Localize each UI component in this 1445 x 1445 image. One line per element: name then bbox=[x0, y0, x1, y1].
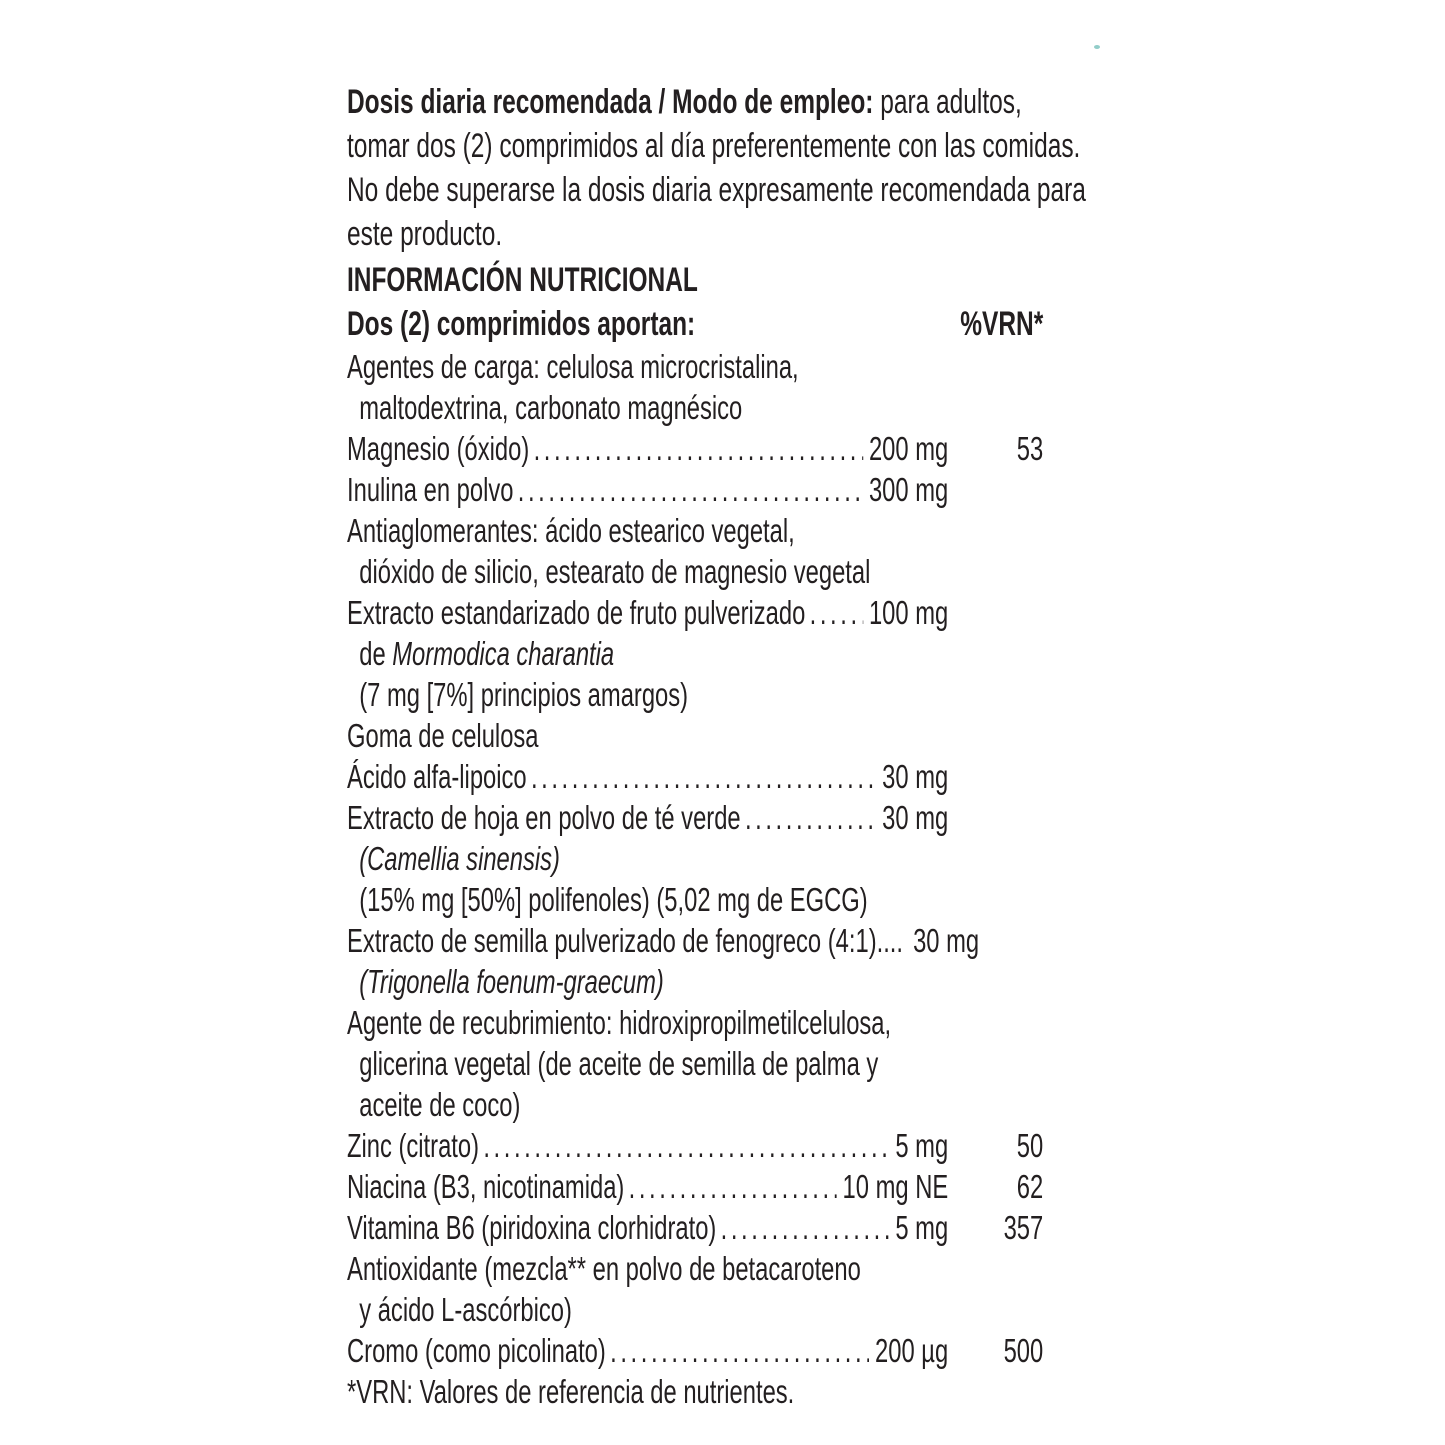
nutrient-label: Antioxidante (mezcla** en polvo de betac… bbox=[347, 1250, 861, 1287]
nutrient-row: Extracto de hoja en polvo de té verde...… bbox=[347, 797, 1043, 838]
nutrient-label: Cromo (como picolinato) bbox=[347, 1332, 606, 1369]
nutrient-amount: 200 µg bbox=[875, 1332, 949, 1369]
nutrient-label: de Mormodica charantia bbox=[359, 635, 615, 672]
nutrient-amount: 5 mg bbox=[895, 1127, 949, 1164]
nutrient-label: Zinc (citrato) bbox=[347, 1127, 480, 1164]
nutrient-row: Agentes de carga: celulosa microcristali… bbox=[347, 346, 1043, 387]
nutrient-row: y ácido L-ascórbico) bbox=[347, 1289, 1043, 1330]
nutrient-label: (Camellia sinensis) bbox=[359, 840, 560, 877]
nutrient-label: Antiaglomerantes: ácido estearico vegeta… bbox=[347, 512, 795, 549]
nutrient-label: Niacina (B3, nicotinamida) bbox=[347, 1168, 625, 1205]
leader-dots: ........................................… bbox=[517, 471, 863, 508]
leader-dots: ........................................… bbox=[610, 1332, 869, 1369]
nutrient-row: (7 mg [7%] principios amargos) bbox=[347, 674, 1043, 715]
nutrient-row: Antiaglomerantes: ácido estearico vegeta… bbox=[347, 510, 1043, 551]
nutrient-row: Zinc (citrato)..........................… bbox=[347, 1125, 1043, 1166]
serving-label: Dos (2) comprimidos aportan: bbox=[347, 305, 696, 343]
leader-dots: ........................................… bbox=[628, 1168, 837, 1205]
nutrient-row: Magnesio (óxido)........................… bbox=[347, 428, 1043, 469]
nutrient-label: maltodextrina, carbonato magnésico bbox=[359, 389, 743, 426]
leader-dots: ........................................… bbox=[720, 1209, 890, 1246]
nutrient-label: Extracto de semilla pulverizado de fenog… bbox=[347, 922, 904, 959]
serving-row: Dos (2) comprimidos aportan: %VRN* bbox=[347, 302, 1043, 346]
nutrient-row: Cromo (como picolinato).................… bbox=[347, 1330, 1043, 1371]
leader-dots: ........................................… bbox=[744, 799, 877, 836]
nutrient-label: Extracto estandarizado de fruto pulveriz… bbox=[347, 594, 806, 631]
nutrient-row: aceite de coco) bbox=[347, 1084, 1043, 1125]
nutrient-row: de Mormodica charantia bbox=[347, 633, 1043, 674]
nutrient-label: Agente de recubrimiento: hidroxipropilme… bbox=[347, 1004, 892, 1041]
directions-line-4: este producto. bbox=[347, 215, 503, 253]
nutrient-row: Vitamina B6 (piridoxina clorhidrato)....… bbox=[347, 1207, 1043, 1248]
directions-line-1-rest: para adultos, bbox=[873, 83, 1022, 121]
nutrient-row: Extracto de semilla pulverizado de fenog… bbox=[347, 920, 1043, 961]
directions-paragraph: Dosis diaria recomendada / Modo de emple… bbox=[347, 80, 1086, 256]
nutrient-row: dióxido de silicio, estearato de magnesi… bbox=[347, 551, 1043, 592]
vrn-footnote: *VRN: Valores de referencia de nutriente… bbox=[347, 1373, 795, 1410]
nutrient-label: Ácido alfa-lipoico bbox=[347, 758, 527, 795]
nutrient-amount: 30 mg bbox=[882, 799, 949, 836]
nutrient-row: maltodextrina, carbonato magnésico bbox=[347, 387, 1043, 428]
nutrient-row: (Camellia sinensis) bbox=[347, 838, 1043, 879]
label-content: Dosis diaria recomendada / Modo de emple… bbox=[347, 80, 1086, 1412]
nutrient-label: Goma de celulosa bbox=[347, 717, 539, 754]
leader-dots: ........................................… bbox=[530, 758, 876, 795]
nutrient-vrn: 50 bbox=[1016, 1127, 1044, 1164]
nutrient-label: Magnesio (óxido) bbox=[347, 430, 530, 467]
nutrient-row: (Trigonella foenum-graecum) bbox=[347, 961, 1043, 1002]
nutrient-row: Niacina (B3, nicotinamida)..............… bbox=[347, 1166, 1043, 1207]
leader-dots: ........................................… bbox=[809, 594, 864, 631]
nutrient-amount: 300 mg bbox=[868, 471, 949, 508]
nutrient-amount: 5 mg bbox=[895, 1209, 949, 1246]
nutrient-row: Agente de recubrimiento: hidroxipropilme… bbox=[347, 1002, 1043, 1043]
nutrient-vrn: 500 bbox=[1003, 1332, 1044, 1369]
nutrient-row: Extracto estandarizado de fruto pulveriz… bbox=[347, 592, 1043, 633]
nutrient-amount: 200 mg bbox=[868, 430, 949, 467]
nutrient-row: Inulina en polvo........................… bbox=[347, 469, 1043, 510]
nutrient-amount: 30 mg bbox=[913, 922, 980, 959]
nutrient-amount: 100 mg bbox=[868, 594, 949, 631]
nutrient-label: (Trigonella foenum-graecum) bbox=[359, 963, 664, 1000]
nutrition-table: Agentes de carga: celulosa microcristali… bbox=[347, 346, 1043, 1371]
nutrient-label: glicerina vegetal (de aceite de semilla … bbox=[359, 1045, 879, 1082]
nutrient-row: Goma de celulosa bbox=[347, 715, 1043, 756]
nutrition-title: INFORMACIÓN NUTRICIONAL bbox=[347, 261, 698, 299]
directions-line-3: No debe superarse la dosis diaria expres… bbox=[347, 171, 1086, 209]
nutrient-vrn: 53 bbox=[1016, 430, 1044, 467]
nutrient-vrn: 62 bbox=[1016, 1168, 1044, 1205]
print-artifact-dot bbox=[1094, 45, 1100, 49]
leader-dots: ........................................… bbox=[533, 430, 864, 467]
directions-lead: Dosis diaria recomendada / Modo de emple… bbox=[347, 83, 874, 121]
nutrient-label: (7 mg [7%] principios amargos) bbox=[359, 676, 689, 713]
directions-line-2: tomar dos (2) comprimidos al día prefere… bbox=[347, 127, 1081, 165]
nutrient-label: dióxido de silicio, estearato de magnesi… bbox=[359, 553, 871, 590]
nutrient-row: Antioxidante (mezcla** en polvo de betac… bbox=[347, 1248, 1043, 1289]
nutrient-label: Inulina en polvo bbox=[347, 471, 514, 508]
nutrient-label: y ácido L-ascórbico) bbox=[359, 1291, 572, 1328]
nutrient-row: Ácido alfa-lipoico......................… bbox=[347, 756, 1043, 797]
nutrient-label: aceite de coco) bbox=[359, 1086, 521, 1123]
leader-dots: ........................................… bbox=[483, 1127, 889, 1164]
nutrient-label: Agentes de carga: celulosa microcristali… bbox=[347, 348, 799, 385]
nutrient-vrn: 357 bbox=[1003, 1209, 1044, 1246]
nutrient-row: glicerina vegetal (de aceite de semilla … bbox=[347, 1043, 1043, 1084]
nutrient-label: Extracto de hoja en polvo de té verde bbox=[347, 799, 741, 836]
nutrient-label: Vitamina B6 (piridoxina clorhidrato) bbox=[347, 1209, 717, 1246]
nutrient-amount: 30 mg bbox=[882, 758, 949, 795]
nutrient-amount: 10 mg NE bbox=[842, 1168, 949, 1205]
directions-line-1: Dosis diaria recomendada / Modo de emple… bbox=[347, 80, 1043, 124]
nutrient-label: (15% mg [50%] polifenoles) (5,02 mg de E… bbox=[359, 881, 868, 918]
nutrient-row: (15% mg [50%] polifenoles) (5,02 mg de E… bbox=[347, 879, 1043, 920]
vrn-column-header: %VRN* bbox=[960, 305, 1044, 343]
